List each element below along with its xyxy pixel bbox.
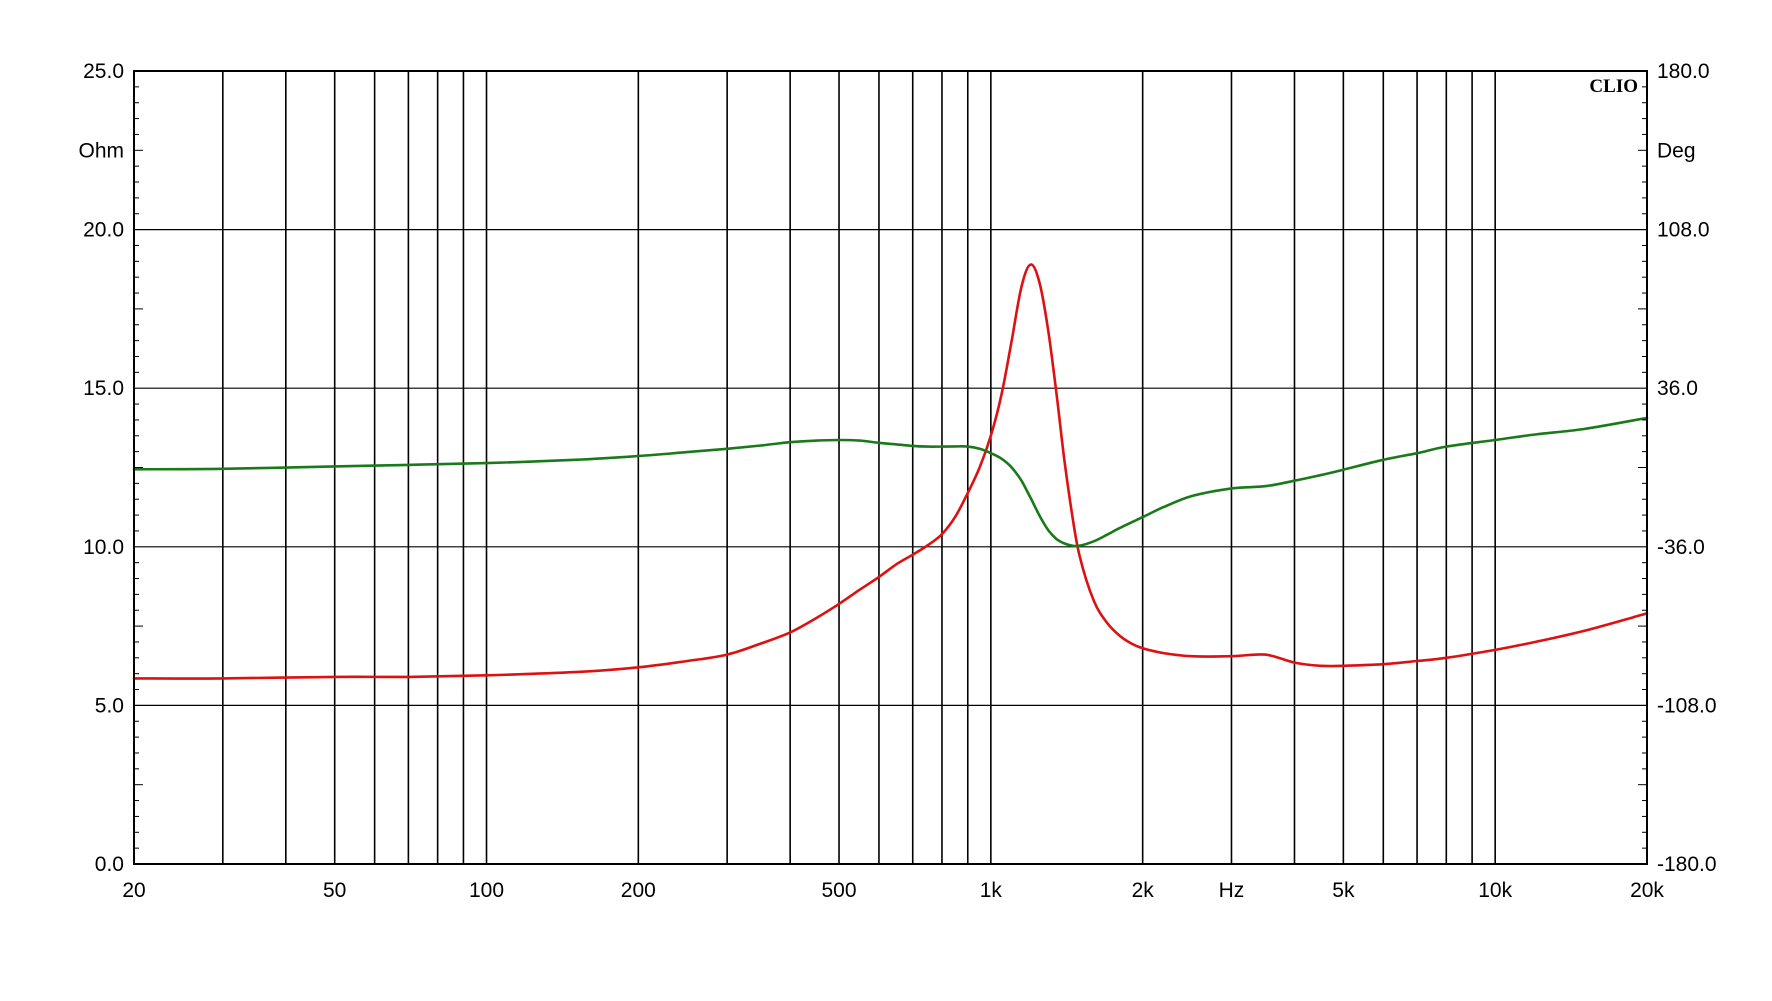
y-right-tick-label: 108.0 — [1657, 219, 1710, 242]
labels: 0.0 5.0 10.0 15.0 20.0 25.0 -180.0 -108.0 -36.0 3… — [78, 60, 1716, 902]
y-right-tick-label: -180.0 — [1657, 853, 1717, 876]
y-left-axis-label: Ohm — [78, 139, 124, 162]
x-tick-label: 500 — [822, 879, 857, 902]
minor-ticks — [134, 86, 1647, 849]
x-tick-label: 20k — [1630, 879, 1664, 902]
x-tick-label: 1k — [980, 879, 1003, 902]
x-tick-label: 50 — [323, 879, 346, 902]
x-tick-label: 10k — [1478, 879, 1512, 902]
impedance-series-line — [132, 263, 1649, 680]
y-left-tick-label: 10.0 — [83, 536, 124, 559]
x-tick-label: 20 — [122, 879, 145, 902]
y-left-tick-label: 25.0 — [83, 60, 124, 83]
x-tick-label: 200 — [621, 879, 656, 902]
x-tick-label: 100 — [469, 879, 504, 902]
plot-frame — [133, 70, 1648, 865]
y-left-tick-label: 20.0 — [83, 219, 124, 242]
y-left-tick-label: 5.0 — [95, 694, 124, 717]
grid — [133, 70, 1648, 865]
y-right-tick-label: 36.0 — [1657, 377, 1698, 400]
x-tick-label: 5k — [1332, 879, 1355, 902]
x-axis-label: Hz — [1219, 879, 1245, 902]
y-right-tick-label: 180.0 — [1657, 60, 1710, 83]
brand-label: CLIO — [1589, 76, 1638, 97]
phase-series-line — [132, 416, 1649, 548]
x-tick-label: 2k — [1132, 879, 1155, 902]
y-left-tick-label: 0.0 — [95, 853, 124, 876]
series-group — [132, 263, 1649, 680]
y-left-tick-label: 15.0 — [83, 377, 124, 400]
y-right-tick-label: -36.0 — [1657, 536, 1705, 559]
y-right-tick-label: -108.0 — [1657, 694, 1717, 717]
y-right-axis-label: Deg — [1657, 139, 1696, 162]
